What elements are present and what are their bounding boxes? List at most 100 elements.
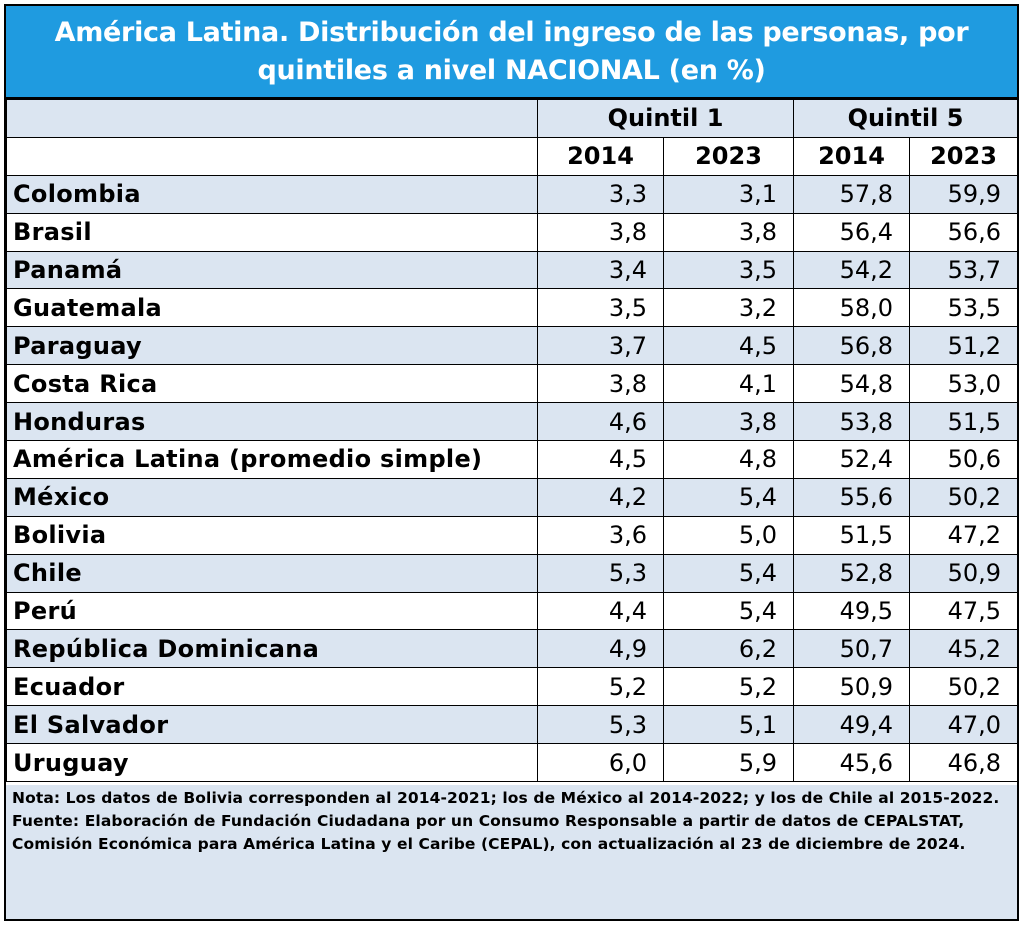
header-empty-cell <box>6 136 538 176</box>
value-cell: 50,6 <box>909 440 1018 479</box>
country-cell: Guatemala <box>6 288 538 328</box>
value-cell: 47,5 <box>909 591 1018 631</box>
table-frame: América Latina. Distribución del ingreso… <box>4 4 1019 921</box>
country-cell: América Latina (promedio simple) <box>6 440 538 479</box>
value-cell: 55,6 <box>793 477 910 517</box>
value-cell: 4,5 <box>663 326 794 366</box>
header-quintil-5: Quintil 5 <box>793 99 1018 138</box>
value-cell: 3,6 <box>537 515 664 555</box>
country-cell: República Dominicana <box>6 629 538 669</box>
value-cell: 49,5 <box>793 591 910 631</box>
country-cell: El Salvador <box>6 705 538 745</box>
value-cell: 50,9 <box>793 667 910 707</box>
value-cell: 47,2 <box>909 515 1018 555</box>
table-row: Colombia 3,3 3,1 57,8 59,9 <box>6 174 1018 214</box>
value-cell: 3,7 <box>537 326 664 366</box>
value-cell: 3,8 <box>537 212 664 252</box>
value-cell: 3,3 <box>537 174 664 214</box>
value-cell: 51,5 <box>793 515 910 555</box>
value-cell: 56,8 <box>793 326 910 366</box>
country-cell: Colombia <box>6 174 538 214</box>
value-cell: 54,8 <box>793 364 910 404</box>
value-cell: 49,4 <box>793 705 910 745</box>
value-cell: 4,1 <box>663 364 794 404</box>
title-text: América Latina. Distribución del ingreso… <box>54 16 969 86</box>
table-row: Bolivia 3,6 5,0 51,5 47,2 <box>6 515 1018 555</box>
value-cell: 3,5 <box>663 250 794 290</box>
header-year: 2023 <box>909 136 1018 176</box>
value-cell: 4,4 <box>537 591 664 631</box>
value-cell: 57,8 <box>793 174 910 214</box>
header-year: 2014 <box>537 136 664 176</box>
table-row: Honduras 4,6 3,8 53,8 51,5 <box>6 402 1018 442</box>
value-cell: 4,9 <box>537 629 664 669</box>
value-cell: 3,4 <box>537 250 664 290</box>
header-year: 2014 <box>793 136 910 176</box>
value-cell: 56,6 <box>909 212 1018 252</box>
table-row: Perú 4,4 5,4 49,5 47,5 <box>6 591 1018 631</box>
value-cell: 3,8 <box>537 364 664 404</box>
value-cell: 4,5 <box>537 440 664 479</box>
value-cell: 5,2 <box>663 667 794 707</box>
table-row: Costa Rica 3,8 4,1 54,8 53,0 <box>6 364 1018 404</box>
table-row: Ecuador 5,2 5,2 50,9 50,2 <box>6 667 1018 707</box>
value-cell: 50,9 <box>909 553 1018 593</box>
table-row: Chile 5,3 5,4 52,8 50,9 <box>6 553 1018 593</box>
header-row-years: 2014 2023 2014 2023 <box>6 136 1018 176</box>
value-cell: 54,2 <box>793 250 910 290</box>
value-cell: 51,2 <box>909 326 1018 366</box>
table-body: Colombia 3,3 3,1 57,8 59,9 Brasil 3,8 3,8 56,4 56… <box>6 174 1018 783</box>
country-cell: Chile <box>6 553 538 593</box>
table-row: México 4,2 5,4 55,6 50,2 <box>6 477 1018 517</box>
value-cell: 5,3 <box>537 553 664 593</box>
table-row: Brasil 3,8 3,8 56,4 56,6 <box>6 212 1018 252</box>
value-cell: 3,5 <box>537 288 664 328</box>
country-cell: Ecuador <box>6 667 538 707</box>
value-cell: 5,0 <box>663 515 794 555</box>
value-cell: 52,8 <box>793 553 910 593</box>
country-cell: Bolivia <box>6 515 538 555</box>
value-cell: 4,2 <box>537 477 664 517</box>
value-cell: 50,7 <box>793 629 910 669</box>
value-cell: 45,2 <box>909 629 1018 669</box>
table-row: República Dominicana 4,9 6,2 50,7 45,2 <box>6 629 1018 669</box>
value-cell: 5,1 <box>663 705 794 745</box>
value-cell: 53,8 <box>793 402 910 442</box>
country-cell: Panamá <box>6 250 538 290</box>
value-cell: 53,7 <box>909 250 1018 290</box>
value-cell: 46,8 <box>909 743 1018 783</box>
value-cell: 3,2 <box>663 288 794 328</box>
table-row: El Salvador 5,3 5,1 49,4 47,0 <box>6 705 1018 745</box>
value-cell: 6,2 <box>663 629 794 669</box>
value-cell: 47,0 <box>909 705 1018 745</box>
country-cell: Perú <box>6 591 538 631</box>
income-table: Quintil 1 Quintil 5 2014 2023 2014 2023 … <box>6 99 1018 783</box>
header-empty-cell <box>6 99 538 138</box>
value-cell: 3,1 <box>663 174 794 214</box>
country-cell: Honduras <box>6 402 538 442</box>
value-cell: 53,0 <box>909 364 1018 404</box>
country-cell: Paraguay <box>6 326 538 366</box>
value-cell: 4,8 <box>663 440 794 479</box>
table-row: Guatemala 3,5 3,2 58,0 53,5 <box>6 288 1018 328</box>
value-cell: 5,2 <box>537 667 664 707</box>
note-text: Nota: Los datos de Bolivia corresponden … <box>12 789 1000 807</box>
country-cell: Uruguay <box>6 743 538 783</box>
value-cell: 5,9 <box>663 743 794 783</box>
country-cell: Costa Rica <box>6 364 538 404</box>
value-cell: 3,8 <box>663 402 794 442</box>
value-cell: 6,0 <box>537 743 664 783</box>
value-cell: 3,8 <box>663 212 794 252</box>
country-cell: Brasil <box>6 212 538 252</box>
source-text: Fuente: Elaboración de Fundación Ciudada… <box>12 812 966 853</box>
value-cell: 53,5 <box>909 288 1018 328</box>
value-cell: 58,0 <box>793 288 910 328</box>
notes-box: Nota: Los datos de Bolivia corresponden … <box>6 785 1017 919</box>
value-cell: 4,6 <box>537 402 664 442</box>
value-cell: 56,4 <box>793 212 910 252</box>
table-row: Uruguay 6,0 5,9 45,6 46,8 <box>6 743 1018 783</box>
value-cell: 5,4 <box>663 553 794 593</box>
value-cell: 52,4 <box>793 440 910 479</box>
header-quintil-1: Quintil 1 <box>537 99 794 138</box>
value-cell: 45,6 <box>793 743 910 783</box>
